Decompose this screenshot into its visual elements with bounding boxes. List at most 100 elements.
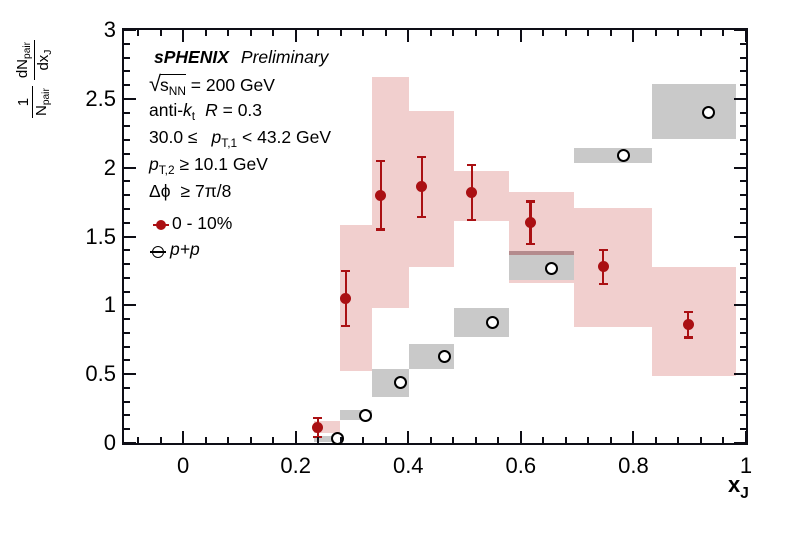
y-tick-right	[740, 42, 746, 45]
stat-error-cap-top	[467, 163, 477, 167]
data-point-0-10	[682, 319, 694, 331]
x-tick-bottom	[745, 431, 747, 443]
x-tick-top	[407, 30, 410, 42]
x-tick-bottom	[609, 437, 612, 443]
y-tick-left	[124, 97, 136, 100]
data-point-0-10	[597, 261, 609, 273]
x-tick-bottom	[362, 437, 365, 443]
x-tick-bottom	[227, 437, 230, 443]
y-title-fraction-2: dNpair dxJ	[14, 39, 54, 81]
data-point-0-10	[416, 181, 428, 193]
x-tick-label: 0.2	[280, 453, 311, 478]
x-tick-bottom	[249, 437, 252, 443]
y-tick-right	[740, 180, 746, 183]
y-tick-left	[124, 304, 136, 307]
x-tick-bottom	[317, 437, 320, 443]
systematic-box-pp	[651, 84, 736, 140]
legend-errorbar-black	[150, 251, 166, 253]
systematic-box-0-10	[314, 421, 341, 433]
x-tick-bottom	[339, 437, 342, 443]
stat-error-cap-top	[525, 200, 535, 203]
stat-error-cap-bottom	[376, 228, 386, 231]
data-point-pp	[616, 148, 630, 162]
stat-error-cap-top	[417, 155, 427, 158]
stat-error-cap-bottom	[467, 218, 477, 221]
data-point-pp	[330, 432, 344, 446]
y-tick-right	[740, 414, 746, 417]
x-tick-top	[204, 30, 207, 36]
y-tick-left	[124, 139, 130, 142]
band-overlap-strip	[509, 251, 574, 256]
data-point-0-10	[340, 292, 352, 304]
y-tick-label: 2.5	[85, 85, 116, 111]
jet-algo-label: anti-kt R = 0.3	[149, 100, 263, 124]
x-tick-top	[159, 30, 162, 36]
y-tick-right	[740, 386, 746, 389]
systematic-box-pp	[509, 255, 574, 281]
data-point-pp	[544, 261, 558, 275]
x-axis-title: xJ	[728, 472, 749, 503]
y-tick-left	[124, 180, 130, 183]
x-tick-bottom	[632, 431, 635, 443]
x-tick-bottom	[452, 437, 455, 443]
y-tick-right	[740, 318, 746, 321]
y-tick-right	[740, 125, 746, 128]
x-tick-top	[699, 30, 702, 36]
x-tick-bottom	[272, 437, 275, 443]
x-tick-bottom	[429, 437, 432, 443]
stat-error-cap-top	[341, 269, 351, 273]
legend-label-0-10: 0 - 10%	[172, 213, 233, 233]
y-tick-right	[734, 97, 746, 100]
y-title-fraction-1: 1 Npair	[15, 86, 53, 118]
stat-error-cap-top	[598, 248, 608, 251]
y-tick-right	[740, 84, 746, 87]
x-tick-top	[722, 30, 725, 36]
pt1-cut-label: 30.0 ≤ pT,1 < 43.2 GeV	[149, 127, 332, 151]
y-tick-right	[740, 345, 746, 348]
x-tick-bottom	[294, 431, 297, 443]
x-tick-bottom	[474, 437, 477, 443]
y-tick-left	[124, 276, 130, 279]
y-tick-right	[740, 331, 746, 334]
stat-error-cap-bottom	[683, 336, 693, 339]
x-tick-top	[272, 30, 275, 36]
y-tick-left	[124, 29, 136, 31]
plot-frame	[122, 28, 748, 446]
y-tick-left	[124, 428, 130, 431]
y-tick-label: 1.5	[85, 223, 116, 249]
x-tick-bottom	[699, 437, 702, 443]
x-tick-bottom	[722, 437, 725, 443]
x-tick-bottom	[677, 437, 680, 443]
y-tick-left	[124, 359, 130, 362]
x-tick-top	[677, 30, 680, 36]
x-tick-bottom	[159, 437, 162, 443]
x-tick-top	[227, 30, 230, 36]
x-tick-top	[362, 30, 365, 36]
x-tick-bottom	[497, 437, 500, 443]
y-tick-left	[124, 400, 130, 403]
x-tick-top	[429, 30, 432, 36]
x-tick-top	[587, 30, 590, 36]
data-point-pp	[437, 350, 451, 364]
x-tick-bottom	[564, 437, 567, 443]
y-tick-right	[734, 29, 746, 31]
x-tick-bottom	[137, 437, 140, 443]
plot-area	[124, 29, 747, 446]
data-point-pp	[394, 375, 408, 389]
x-tick-top	[497, 30, 500, 36]
y-tick-right	[740, 56, 746, 59]
y-tick-left	[124, 207, 130, 210]
y-tick-right	[734, 166, 746, 169]
y-tick-right	[740, 276, 746, 279]
y-tick-right	[734, 304, 746, 307]
stat-error-cap-top	[683, 310, 693, 313]
x-tick-bottom	[654, 437, 657, 443]
systematic-box-pp	[573, 148, 652, 163]
x-tick-top	[384, 30, 387, 36]
x-tick-top	[654, 30, 657, 36]
y-tick-right	[740, 139, 746, 142]
y-tick-left	[124, 194, 130, 197]
y-tick-left	[124, 152, 130, 155]
y-tick-right	[740, 111, 746, 114]
